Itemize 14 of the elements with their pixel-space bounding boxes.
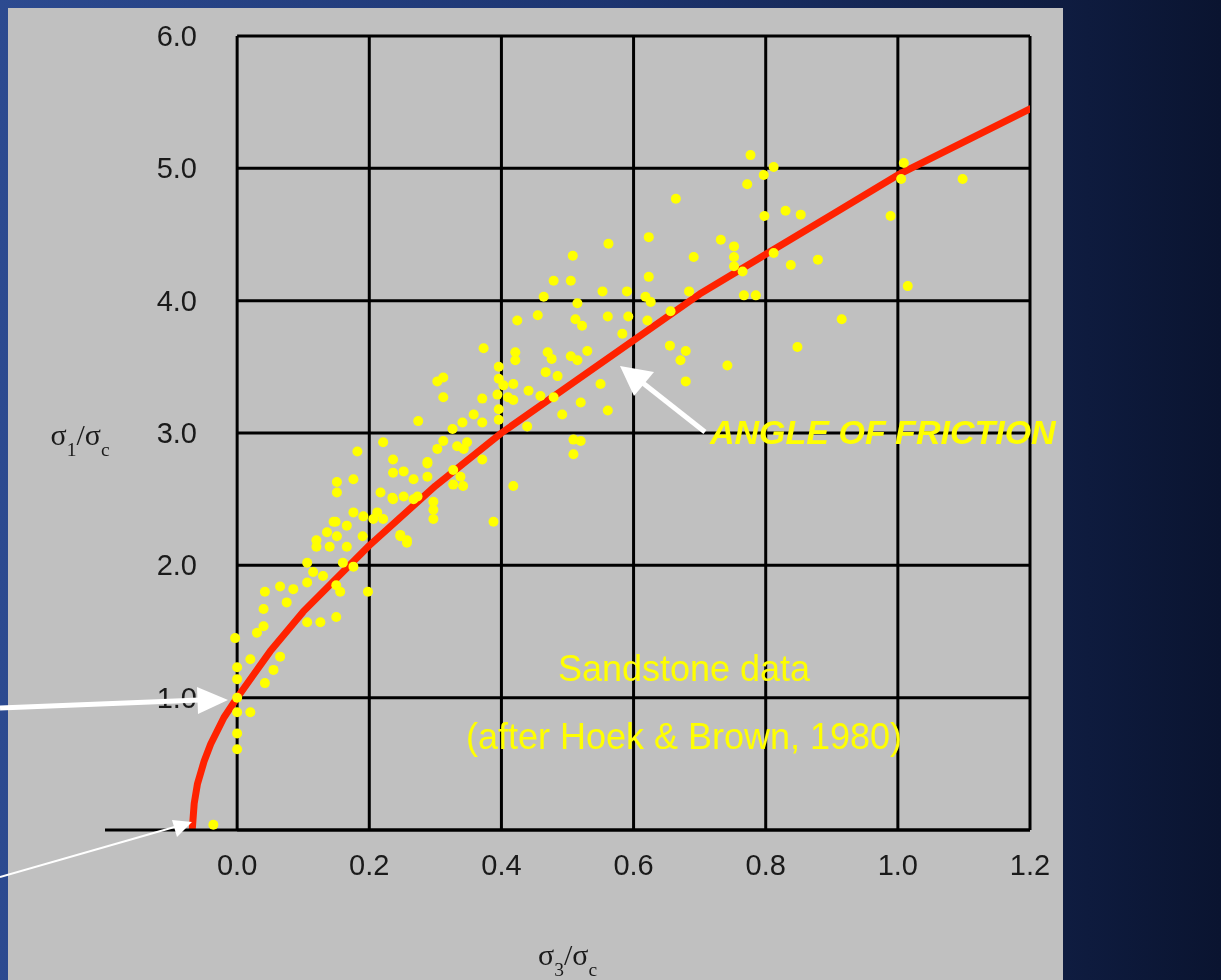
y-tick-label: 5.0 xyxy=(156,152,197,185)
y-axis-title: σ$_{1}$/σ$_{c}$ xyxy=(50,418,110,460)
x-tick-label: 1.2 xyxy=(1009,848,1051,881)
y-tick-label: 3.0 xyxy=(156,417,197,449)
x-axis-title: σ$_{3}$/σ$_{c}$ xyxy=(537,938,598,980)
x-tick-label: 0.6 xyxy=(613,848,654,881)
x-tick-label: 0.2 xyxy=(349,848,390,881)
x-tick-label: 0.4 xyxy=(481,848,522,881)
x-tick-label: 0.8 xyxy=(745,848,786,881)
x-tick-label: 0.0 xyxy=(216,848,258,881)
y-tick-label: 2.0 xyxy=(156,549,197,582)
x-tick-label: 1.0 xyxy=(877,848,919,881)
y-tick-label: 4.0 xyxy=(156,284,197,317)
y-tick-label: 6.0 xyxy=(156,20,197,52)
